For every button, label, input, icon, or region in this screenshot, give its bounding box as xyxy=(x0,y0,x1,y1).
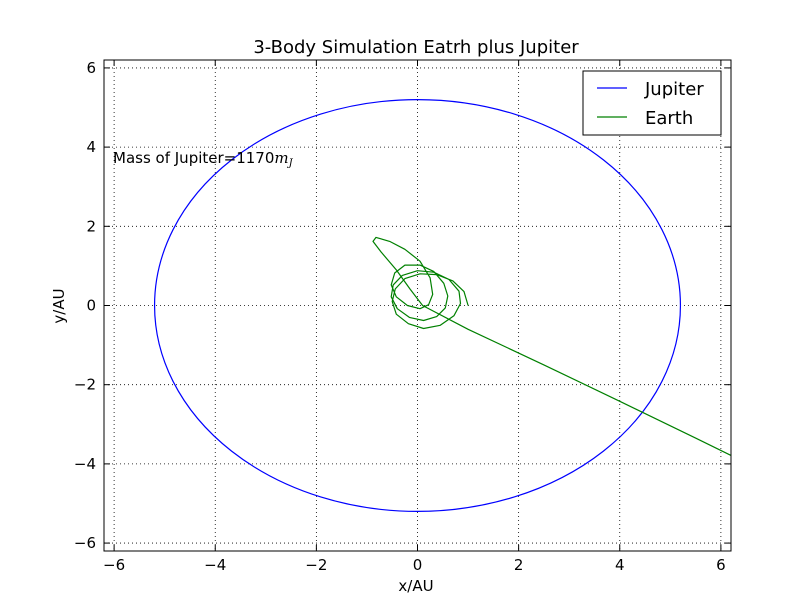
plot-series xyxy=(153,98,731,513)
y-tick-label: 6 xyxy=(86,59,96,77)
legend: Jupiter Earth xyxy=(582,70,722,136)
x-axis-label: x/AU xyxy=(398,577,433,595)
mass-annotation-subscript: J xyxy=(287,158,294,169)
grid-lines xyxy=(104,60,731,551)
x-tick-label: 6 xyxy=(716,556,726,574)
legend-label-earth: Earth xyxy=(645,108,693,129)
x-tick-label: 2 xyxy=(514,556,524,574)
legend-label-jupiter: Jupiter xyxy=(644,79,704,100)
x-tick-label: 4 xyxy=(615,556,625,574)
mass-annotation: Mass of Jupiter=1170mJ xyxy=(113,149,294,169)
y-tick-label: 0 xyxy=(86,297,96,315)
y-tick-label: 4 xyxy=(86,138,96,156)
x-tick-label: −4 xyxy=(204,556,226,574)
axis-ticks: −6 −4 −2 0 2 4 6 −6 −4 −2 0 2 4 6 xyxy=(74,59,731,574)
jupiter-orbit-line xyxy=(153,98,682,513)
earth-orbit-line xyxy=(372,236,731,457)
mass-annotation-text: Mass of Jupiter=1170 xyxy=(113,149,274,167)
x-tick-label: −2 xyxy=(305,556,327,574)
legend-box xyxy=(582,70,722,136)
x-tick-label: −6 xyxy=(103,556,125,574)
x-tick-label: 0 xyxy=(413,556,423,574)
mass-annotation-symbol: m xyxy=(274,149,288,167)
y-tick-label: −6 xyxy=(74,534,96,552)
y-tick-label: −4 xyxy=(74,455,96,473)
y-tick-label: −2 xyxy=(74,376,96,394)
y-tick-label: 2 xyxy=(86,217,96,235)
chart-title: 3-Body Simulation Eatrh plus Jupiter xyxy=(253,37,579,58)
y-axis-label: y/AU xyxy=(50,288,68,323)
